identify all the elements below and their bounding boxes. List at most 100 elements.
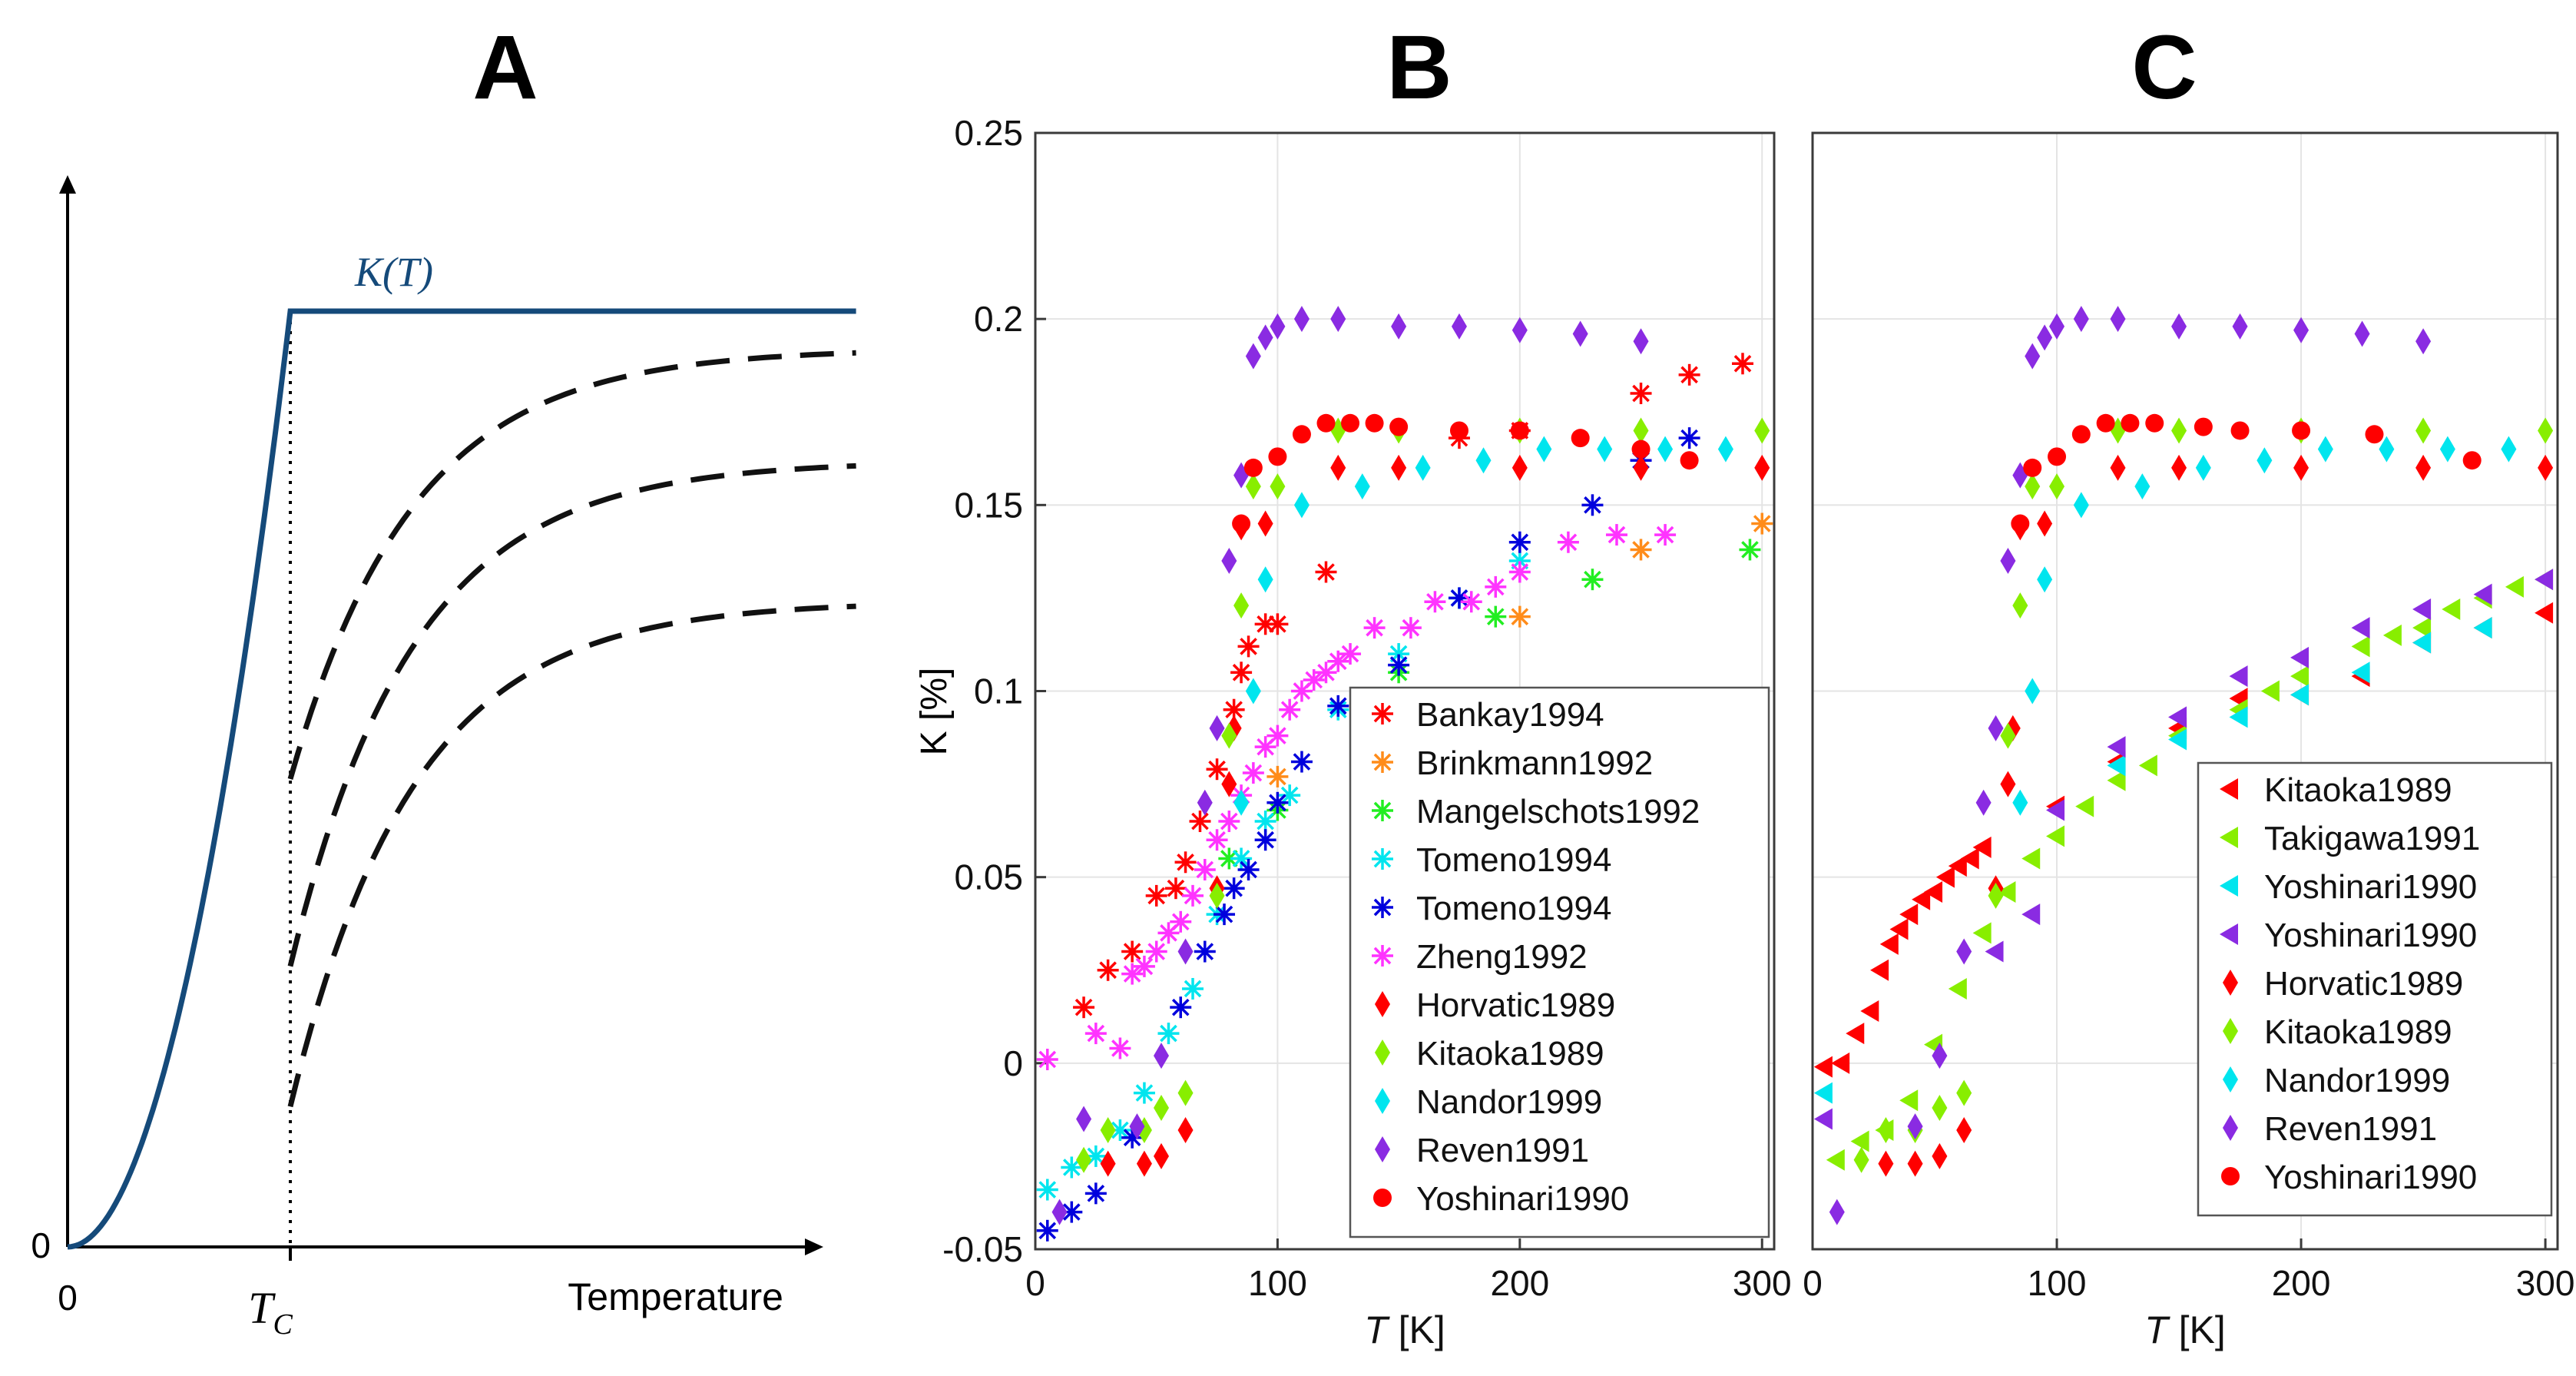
panel-b-point-s0-5 xyxy=(1174,851,1197,874)
panel-b-legend-marker-1 xyxy=(1372,751,1393,773)
panel-b-point-s5-24 xyxy=(1424,591,1446,613)
panel-c-point-s5-7 xyxy=(2012,592,2028,619)
panel-b-legend-label-0: Bankay1994 xyxy=(1416,696,1604,734)
panel-b-point-s8-4 xyxy=(1354,473,1370,500)
panel-b-point-s5-13 xyxy=(1242,762,1264,784)
panel-b-point-s0-16 xyxy=(1630,383,1652,405)
panel-b-point-s9-13 xyxy=(1330,306,1346,333)
panel-c-point-s8-8 xyxy=(2230,421,2250,440)
panel-b-legend-label-5: Zheng1992 xyxy=(1416,938,1588,976)
panel-c-point-s2-0 xyxy=(1813,1082,1833,1104)
panel-c-point-s0-9 xyxy=(1924,881,1943,904)
panel-b-x-tick-label: 200 xyxy=(1490,1263,1549,1303)
panel-b-legend-label-2: Mangelschots1992 xyxy=(1416,793,1700,831)
panel-c-point-s4-10 xyxy=(2171,454,2187,481)
panel-c-point-s1-9 xyxy=(2046,825,2065,847)
panel-b-point-s6-13 xyxy=(1754,454,1770,481)
panel-b-point-s5-16 xyxy=(1279,698,1301,721)
panel-b-point-s7-13 xyxy=(1633,417,1649,444)
panel-b-point-s10-12 xyxy=(1680,451,1699,470)
panel-c-legend-marker-2 xyxy=(2220,875,2238,897)
panel-b-point-s0-9 xyxy=(1230,661,1253,684)
panel-c-axes-box xyxy=(1811,131,2559,1251)
panel-b-point-s4-14 xyxy=(1448,587,1470,609)
panel-b-point-s10-5 xyxy=(1341,413,1360,433)
panel-c-point-s7-4 xyxy=(1975,789,1992,816)
panel-c-point-s0-13 xyxy=(1972,836,1992,858)
panel-b-point-s0-18 xyxy=(1731,353,1753,375)
panel-b-point-s4-7 xyxy=(1223,877,1245,900)
panel-c-point-s1-18 xyxy=(2382,624,2402,646)
panel-c-point-s6-8 xyxy=(2379,436,2395,463)
panel-c-point-s1-3 xyxy=(1899,1089,1919,1112)
panel-b-point-s5-3 xyxy=(1121,963,1144,985)
panel-b-y-tick-label: 0.15 xyxy=(954,485,1023,525)
panel-b-point-s9-5 xyxy=(1197,789,1213,816)
panel-c-point-s0-4 xyxy=(1870,959,1889,981)
panel-b-point-s5-27 xyxy=(1508,561,1531,583)
panel-c-point-s4-9 xyxy=(2110,454,2126,481)
panel-c-legend-marker-8 xyxy=(2221,1167,2240,1185)
panel-c-point-s0-2 xyxy=(1846,1023,1865,1045)
panel-b-point-s10-10 xyxy=(1571,429,1590,448)
panel-b-point-s10-11 xyxy=(1631,439,1651,459)
panel-c-point-s8-6 xyxy=(2145,413,2164,433)
panel-a-xlabel: Temperature xyxy=(568,1275,783,1318)
panel-c-point-s7-10 xyxy=(2049,313,2065,340)
panel-c-point-s3-2 xyxy=(2021,904,2041,926)
panel-b-point-s0-13 xyxy=(1315,561,1337,583)
panel-c-point-s5-5 xyxy=(1988,882,2004,909)
panel-a-x-tick-c: C xyxy=(273,1308,293,1341)
panel-c-point-s7-9 xyxy=(2037,324,2053,351)
panel-b-point-s0-12 xyxy=(1266,613,1289,635)
panel-c-point-s4-11 xyxy=(2293,454,2309,481)
panel-b-point-s4-12 xyxy=(1327,695,1349,717)
panel-c-point-s1-16 xyxy=(2290,665,2309,688)
panel-b-point-s4-18 xyxy=(1678,427,1700,449)
panel-b-legend-marker-4 xyxy=(1372,897,1393,918)
panel-b-point-s6-8 xyxy=(1257,510,1273,537)
panel-a-x-tick-0: 0 xyxy=(58,1278,78,1318)
panel-b-point-s10-1 xyxy=(1243,458,1263,477)
panel-c-point-s7-13 xyxy=(2171,313,2187,340)
panel-b-point-s5-1 xyxy=(1084,1023,1107,1045)
panel-b-point-s8-6 xyxy=(1475,447,1492,474)
panel-b-point-s0-2 xyxy=(1121,940,1144,963)
panel-c-point-s7-2 xyxy=(1932,1043,1948,1069)
panel-b-point-s6-10 xyxy=(1391,454,1407,481)
panel-c-x-tick-label: 100 xyxy=(2028,1263,2087,1303)
panel-c-point-s4-2 xyxy=(1932,1142,1948,1169)
panel-b-point-s8-1 xyxy=(1245,678,1261,705)
panel-c-legend-label-5: Kitaoka1989 xyxy=(2264,1013,2452,1051)
panel-c-point-s7-17 xyxy=(2415,328,2432,355)
panel-b-point-s9-16 xyxy=(1511,317,1528,343)
panel-b-point-s9-17 xyxy=(1572,320,1588,347)
panel-b-y-tick-label: 0.2 xyxy=(974,299,1023,339)
panel-b-ylabel: K [%] xyxy=(914,668,955,756)
panel-c-point-s6-9 xyxy=(2439,436,2455,463)
panel-c: C 0 100 200 300 T [K] Kitaoka1989 Takigawa1991… xyxy=(1803,17,2574,1351)
panel-c-x-tick-label: 0 xyxy=(1803,1263,1823,1303)
panel-b-point-s5-20 xyxy=(1327,650,1349,672)
panel-b-legend-label-1: Brinkmann1992 xyxy=(1416,744,1653,782)
panel-c-point-s5-3 xyxy=(1932,1094,1948,1121)
panel-b-legend-marker-6 xyxy=(1375,991,1390,1017)
panel-c-point-s1-7 xyxy=(1997,881,2016,904)
panel-a-x-tick-tc: TC xyxy=(248,1283,293,1341)
panel-b-point-s5-6 xyxy=(1157,922,1180,944)
panel-c-point-s5-9 xyxy=(2049,473,2065,500)
panel-c-point-s1-17 xyxy=(2351,635,2370,658)
panel-b-point-s3-4 xyxy=(1133,1082,1155,1104)
panel-b-point-s10-6 xyxy=(1365,413,1384,433)
panel-c-point-s0-8 xyxy=(1912,888,1931,910)
panel-a: A K(T) Temperature 0 TC 0 xyxy=(31,17,856,1341)
panel-c-point-s6-1 xyxy=(2025,678,2041,705)
panel-b-point-s4-1 xyxy=(1061,1201,1083,1223)
panel-a-dashed-curve-1 xyxy=(287,350,856,780)
panel-b-point-s8-3 xyxy=(1293,492,1310,519)
panel-c-point-s8-11 xyxy=(2462,451,2482,470)
panel-c-point-s6-6 xyxy=(2256,447,2273,474)
panel-c-legend-label-1: Takigawa1991 xyxy=(2264,820,2480,857)
panel-c-point-s3-8 xyxy=(2351,617,2370,639)
panel-b-point-s8-5 xyxy=(1415,454,1431,481)
